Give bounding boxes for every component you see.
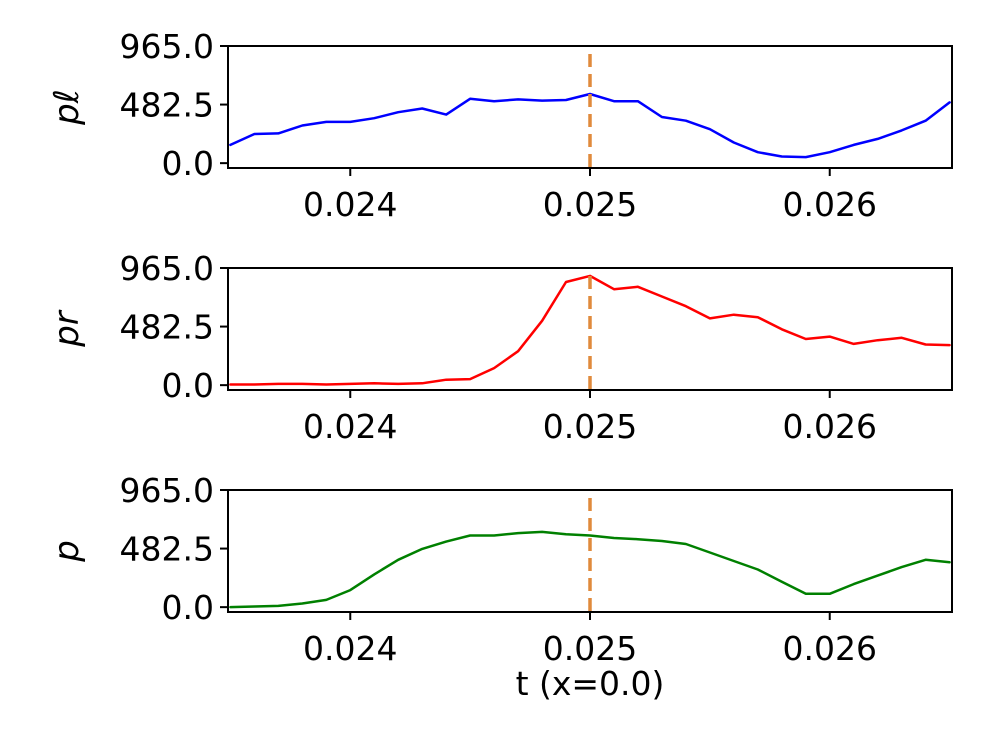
y-tick-label: 482.5	[120, 308, 214, 347]
x-tick-label: 0.024	[303, 185, 397, 224]
panel-3: 0.0 482.5 965.0 0.024 0.025 0.026 p	[47, 471, 953, 668]
x-tick-label: 0.024	[303, 407, 397, 446]
y-tick-label: 0.0	[162, 144, 214, 183]
y-tick-label: 0.0	[162, 366, 214, 405]
series-line-panel-2	[229, 274, 951, 386]
x-axis-label: t (x=0.0)	[516, 664, 665, 703]
x-tick-label: 0.025	[543, 629, 637, 668]
panel-2: 0.0 482.5 965.0 0.024 0.025 0.026 pr	[47, 249, 953, 446]
x-tick-label: 0.026	[782, 185, 876, 224]
y-tick-label: 482.5	[120, 530, 214, 569]
x-tick-label: 0.025	[543, 185, 637, 224]
y-tick-label: 965.0	[120, 471, 214, 510]
chart-panels: 0.0 482.5 965.0 0.024 0.025 0.026 pℓ 0.0 482.5 96…	[47, 27, 953, 668]
y-tick-label: 965.0	[120, 27, 214, 66]
x-tick-label: 0.024	[303, 629, 397, 668]
y-tick-label: 0.0	[162, 588, 214, 627]
y-tick-label: 965.0	[120, 249, 214, 288]
y-tick-label: 482.5	[120, 86, 214, 125]
series-line-panel-3	[229, 530, 951, 609]
y-axis-label-panel-3: p	[47, 540, 87, 563]
y-axis-label-panel-2: pr	[47, 309, 87, 348]
x-tick-label: 0.025	[543, 407, 637, 446]
y-axis-label-panel-1: pℓ	[47, 89, 87, 126]
x-tick-label: 0.026	[782, 407, 876, 446]
panel-1: 0.0 482.5 965.0 0.024 0.025 0.026 pℓ	[47, 27, 953, 224]
x-tick-label: 0.026	[782, 629, 876, 668]
